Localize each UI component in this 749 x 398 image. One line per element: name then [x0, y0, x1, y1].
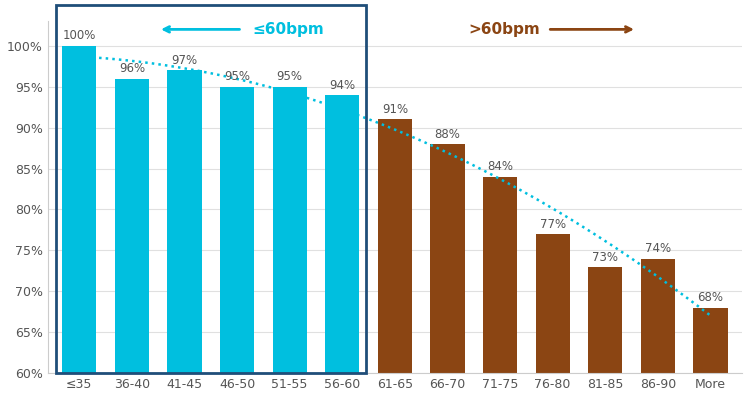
Bar [220, 87, 254, 398]
Bar [167, 70, 201, 398]
Bar [641, 259, 675, 398]
Text: 95%: 95% [276, 70, 303, 84]
Text: 94%: 94% [330, 78, 355, 92]
Bar [377, 119, 412, 398]
Text: 88%: 88% [434, 128, 461, 141]
Bar [483, 177, 517, 398]
Text: 97%: 97% [172, 54, 198, 67]
Bar [694, 308, 727, 398]
Text: 73%: 73% [592, 250, 618, 263]
Text: >60bpm: >60bpm [469, 22, 540, 37]
Bar [431, 144, 464, 398]
Text: 77%: 77% [539, 218, 565, 231]
Bar [273, 87, 307, 398]
Text: 68%: 68% [697, 291, 724, 304]
Bar [536, 234, 570, 398]
Text: 95%: 95% [224, 70, 250, 84]
Bar [325, 95, 360, 398]
Bar [62, 46, 97, 398]
Text: 91%: 91% [382, 103, 408, 116]
Text: 74%: 74% [645, 242, 671, 255]
Text: 96%: 96% [119, 62, 145, 75]
Text: 84%: 84% [487, 160, 513, 174]
Bar [55, 5, 366, 373]
Text: ≤60bpm: ≤60bpm [253, 22, 324, 37]
Text: 100%: 100% [63, 29, 96, 43]
Bar [588, 267, 622, 398]
Bar [115, 78, 149, 398]
